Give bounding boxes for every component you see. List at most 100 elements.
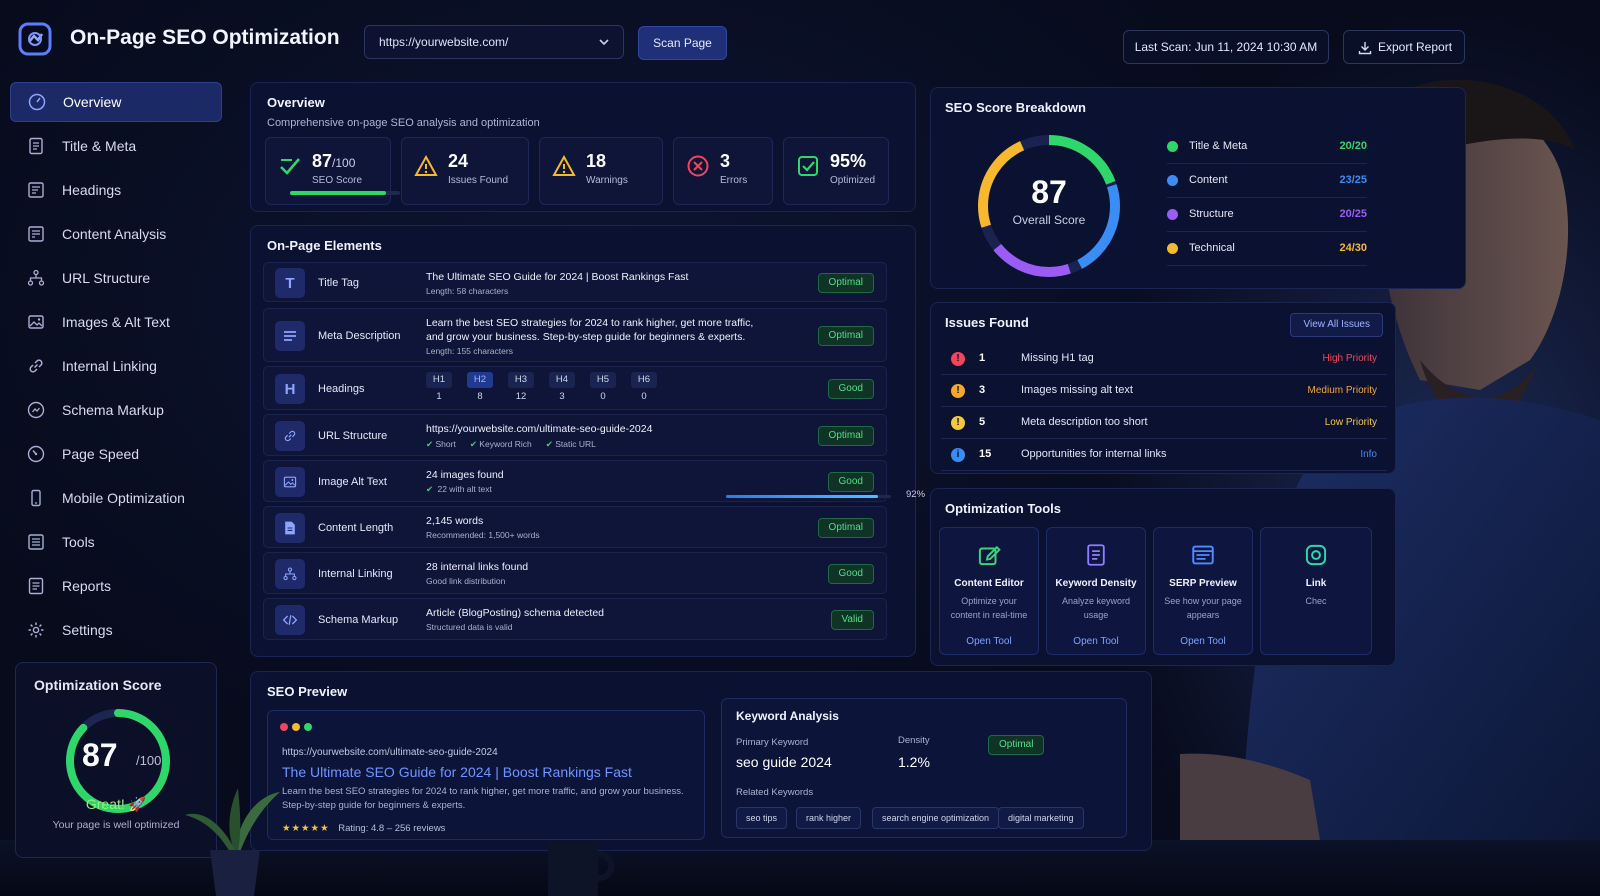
link-icon bbox=[1261, 542, 1371, 570]
element-value-text: 2,145 words bbox=[426, 515, 484, 527]
element-row-internal-linking[interactable]: Internal Linking 28 internal links found G… bbox=[263, 552, 887, 594]
last-scan-label: Last Scan: Jun 11, 2024 10:30 AM bbox=[1123, 30, 1329, 64]
sidebar-item-label: Headings bbox=[62, 182, 122, 198]
element-name: Schema Markup bbox=[318, 613, 399, 626]
sidebar-item-schema-markup[interactable]: Schema Markup bbox=[10, 390, 222, 430]
sidebar-item-label: Page Speed bbox=[62, 446, 140, 462]
issue-row[interactable]: ! 3 Images missing alt text Medium Priority bbox=[941, 375, 1387, 407]
issue-row[interactable]: ! 1 Missing H1 tag High Priority bbox=[941, 343, 1387, 375]
scan-page-button[interactable]: Scan Page bbox=[638, 26, 727, 60]
breakdown-item-name: Technical bbox=[1189, 242, 1235, 254]
element-row-headings[interactable]: H Headings H1 1 H2 8 H3 12 H4 3 H5 0 H6 0 Good bbox=[263, 366, 887, 410]
issue-count: 15 bbox=[979, 448, 992, 460]
open-tool-link[interactable]: Open Tool bbox=[1180, 636, 1226, 647]
stat-label: Issues Found bbox=[448, 175, 509, 186]
sidebar-item-tools[interactable]: Tools bbox=[10, 522, 222, 562]
warning-icon bbox=[414, 154, 438, 178]
alert-icon: ! bbox=[951, 416, 965, 430]
stat-suffix: /100 bbox=[332, 156, 356, 170]
stat-number: 95% bbox=[830, 151, 867, 171]
tool-card-link[interactable]: Link Chec bbox=[1260, 527, 1372, 655]
element-subtext: Good link distribution bbox=[426, 574, 528, 588]
element-value: Article (BlogPosting) schema detected Str… bbox=[426, 606, 604, 634]
element-row-content-length[interactable]: Content Length 2,145 words Recommended: 1,… bbox=[263, 506, 887, 548]
info-icon: i bbox=[951, 448, 965, 462]
element-subtext-value: Length: 155 characters bbox=[426, 346, 513, 356]
stat-value: 87/100 bbox=[312, 151, 355, 172]
legend-dot bbox=[1167, 209, 1178, 220]
keyword-chip[interactable]: search engine optimization bbox=[872, 807, 1000, 829]
breakdown-item: Content 23/25 bbox=[1167, 166, 1367, 198]
sidebar-item-overview[interactable]: Overview bbox=[10, 82, 222, 122]
donut-segment-structure bbox=[978, 135, 1120, 277]
sidebar-item-settings[interactable]: Settings bbox=[10, 610, 222, 650]
issue-row[interactable]: i 15 Opportunities for internal links Info bbox=[941, 439, 1387, 471]
export-report-label: Export Report bbox=[1378, 40, 1453, 54]
optimization-score-gauge bbox=[66, 709, 170, 813]
element-row-schema-markup[interactable]: Schema Markup Article (BlogPosting) schem… bbox=[263, 598, 887, 640]
sitemap-icon bbox=[26, 268, 46, 288]
status-badge: Valid bbox=[830, 610, 874, 630]
score-breakdown-title: SEO Score Breakdown bbox=[945, 100, 1086, 115]
app-title: On-Page SEO Optimization bbox=[70, 26, 340, 49]
issue-priority: High Priority bbox=[1322, 353, 1377, 364]
sidebar-item-label: URL Structure bbox=[62, 270, 151, 286]
issue-row[interactable]: ! 5 Meta description too short Low Priority bbox=[941, 407, 1387, 439]
issue-count: 3 bbox=[979, 384, 986, 396]
open-tool-link[interactable]: Open Tool bbox=[966, 636, 1012, 647]
optimization-tools-panel: Optimization Tools Content Editor Optimiz… bbox=[930, 488, 1396, 666]
breakdown-item-value: 23/25 bbox=[1339, 174, 1367, 186]
tool-card-content-editor[interactable]: Content Editor Optimize your content in r… bbox=[939, 527, 1039, 655]
edit-icon bbox=[940, 542, 1038, 570]
sidebar-item-title-meta[interactable]: Title & Meta bbox=[10, 126, 222, 166]
issues-title: Issues Found bbox=[945, 315, 1029, 330]
keyword-chip[interactable]: digital marketing bbox=[998, 807, 1084, 829]
heading-tag: H1 bbox=[426, 372, 452, 388]
issue-name: Images missing alt text bbox=[1021, 384, 1133, 396]
sidebar-item-url-structure[interactable]: URL Structure bbox=[10, 258, 222, 298]
tool-description: See how your page appears bbox=[1164, 596, 1242, 620]
tool-card-serp-preview[interactable]: SERP Preview See how your page appears Ope… bbox=[1153, 527, 1253, 655]
keyword-chip[interactable]: rank higher bbox=[796, 807, 862, 829]
element-row-meta-description[interactable]: Meta Description Learn the best SEO strat… bbox=[263, 308, 887, 362]
sidebar-item-content-analysis[interactable]: Content Analysis bbox=[10, 214, 222, 254]
warning-icon bbox=[552, 154, 576, 178]
stat-card-seo-score: 87/100 SEO Score bbox=[265, 137, 400, 205]
status-badge: Optimal bbox=[817, 518, 874, 538]
status-badge: Good bbox=[827, 472, 874, 492]
sidebar-item-internal-linking[interactable]: Internal Linking bbox=[10, 346, 222, 386]
density-value: 1.2% bbox=[898, 754, 930, 770]
sidebar-item-reports[interactable]: Reports bbox=[10, 566, 222, 606]
element-row-url-structure[interactable]: URL Structure https://yourwebsite.com/ult… bbox=[263, 414, 887, 456]
element-name: Image Alt Text bbox=[318, 475, 387, 488]
stat-value: 95% bbox=[830, 151, 866, 172]
optimization-subtext: Your page is well optimized bbox=[52, 819, 180, 831]
export-report-button[interactable]: Export Report bbox=[1343, 30, 1465, 64]
heading-count: 0 bbox=[641, 391, 647, 402]
element-subtext: Length: 155 characters bbox=[426, 344, 753, 358]
element-subtext-value: Structured data is valid bbox=[426, 622, 513, 632]
checkbox-icon bbox=[796, 154, 820, 178]
sidebar-item-mobile-optimization[interactable]: Mobile Optimization bbox=[10, 478, 222, 518]
sidebar-item-page-speed[interactable]: Page Speed bbox=[10, 434, 222, 474]
icon-letter: H bbox=[284, 380, 296, 398]
alert-icon: ! bbox=[951, 384, 965, 398]
sidebar-item-headings[interactable]: Headings bbox=[10, 170, 222, 210]
keyword-chip[interactable]: seo tips bbox=[736, 807, 788, 829]
breakdown-item-value: 24/30 bbox=[1339, 242, 1367, 254]
view-all-issues-button[interactable]: View All Issues bbox=[1290, 313, 1383, 337]
mug-decoration bbox=[548, 842, 615, 896]
error-icon bbox=[686, 154, 710, 178]
element-row-title-tag[interactable]: T Title Tag The Ultimate SEO Guide for 202… bbox=[263, 262, 887, 302]
stat-number: 18 bbox=[586, 151, 607, 171]
issue-priority: Medium Priority bbox=[1307, 385, 1377, 396]
element-value: 28 internal links found Good link distrib… bbox=[426, 560, 528, 588]
sidebar-item-images-alt-text[interactable]: Images & Alt Text bbox=[10, 302, 222, 342]
serp-title-link[interactable]: The Ultimate SEO Guide for 2024 | Boost … bbox=[282, 764, 632, 780]
url-select[interactable]: https://yourwebsite.com/ bbox=[364, 25, 624, 59]
element-row-image-alt-text[interactable]: Image Alt Text 24 images found ✔ 22 with a… bbox=[263, 460, 925, 502]
issues-panel: Issues Found View All Issues ! 1 Missing H… bbox=[930, 302, 1396, 474]
tool-card-keyword-density[interactable]: Keyword Density Analyze keyword usage Open… bbox=[1046, 527, 1146, 655]
density-label: Density bbox=[898, 735, 930, 746]
open-tool-link[interactable]: Open Tool bbox=[1073, 636, 1119, 647]
